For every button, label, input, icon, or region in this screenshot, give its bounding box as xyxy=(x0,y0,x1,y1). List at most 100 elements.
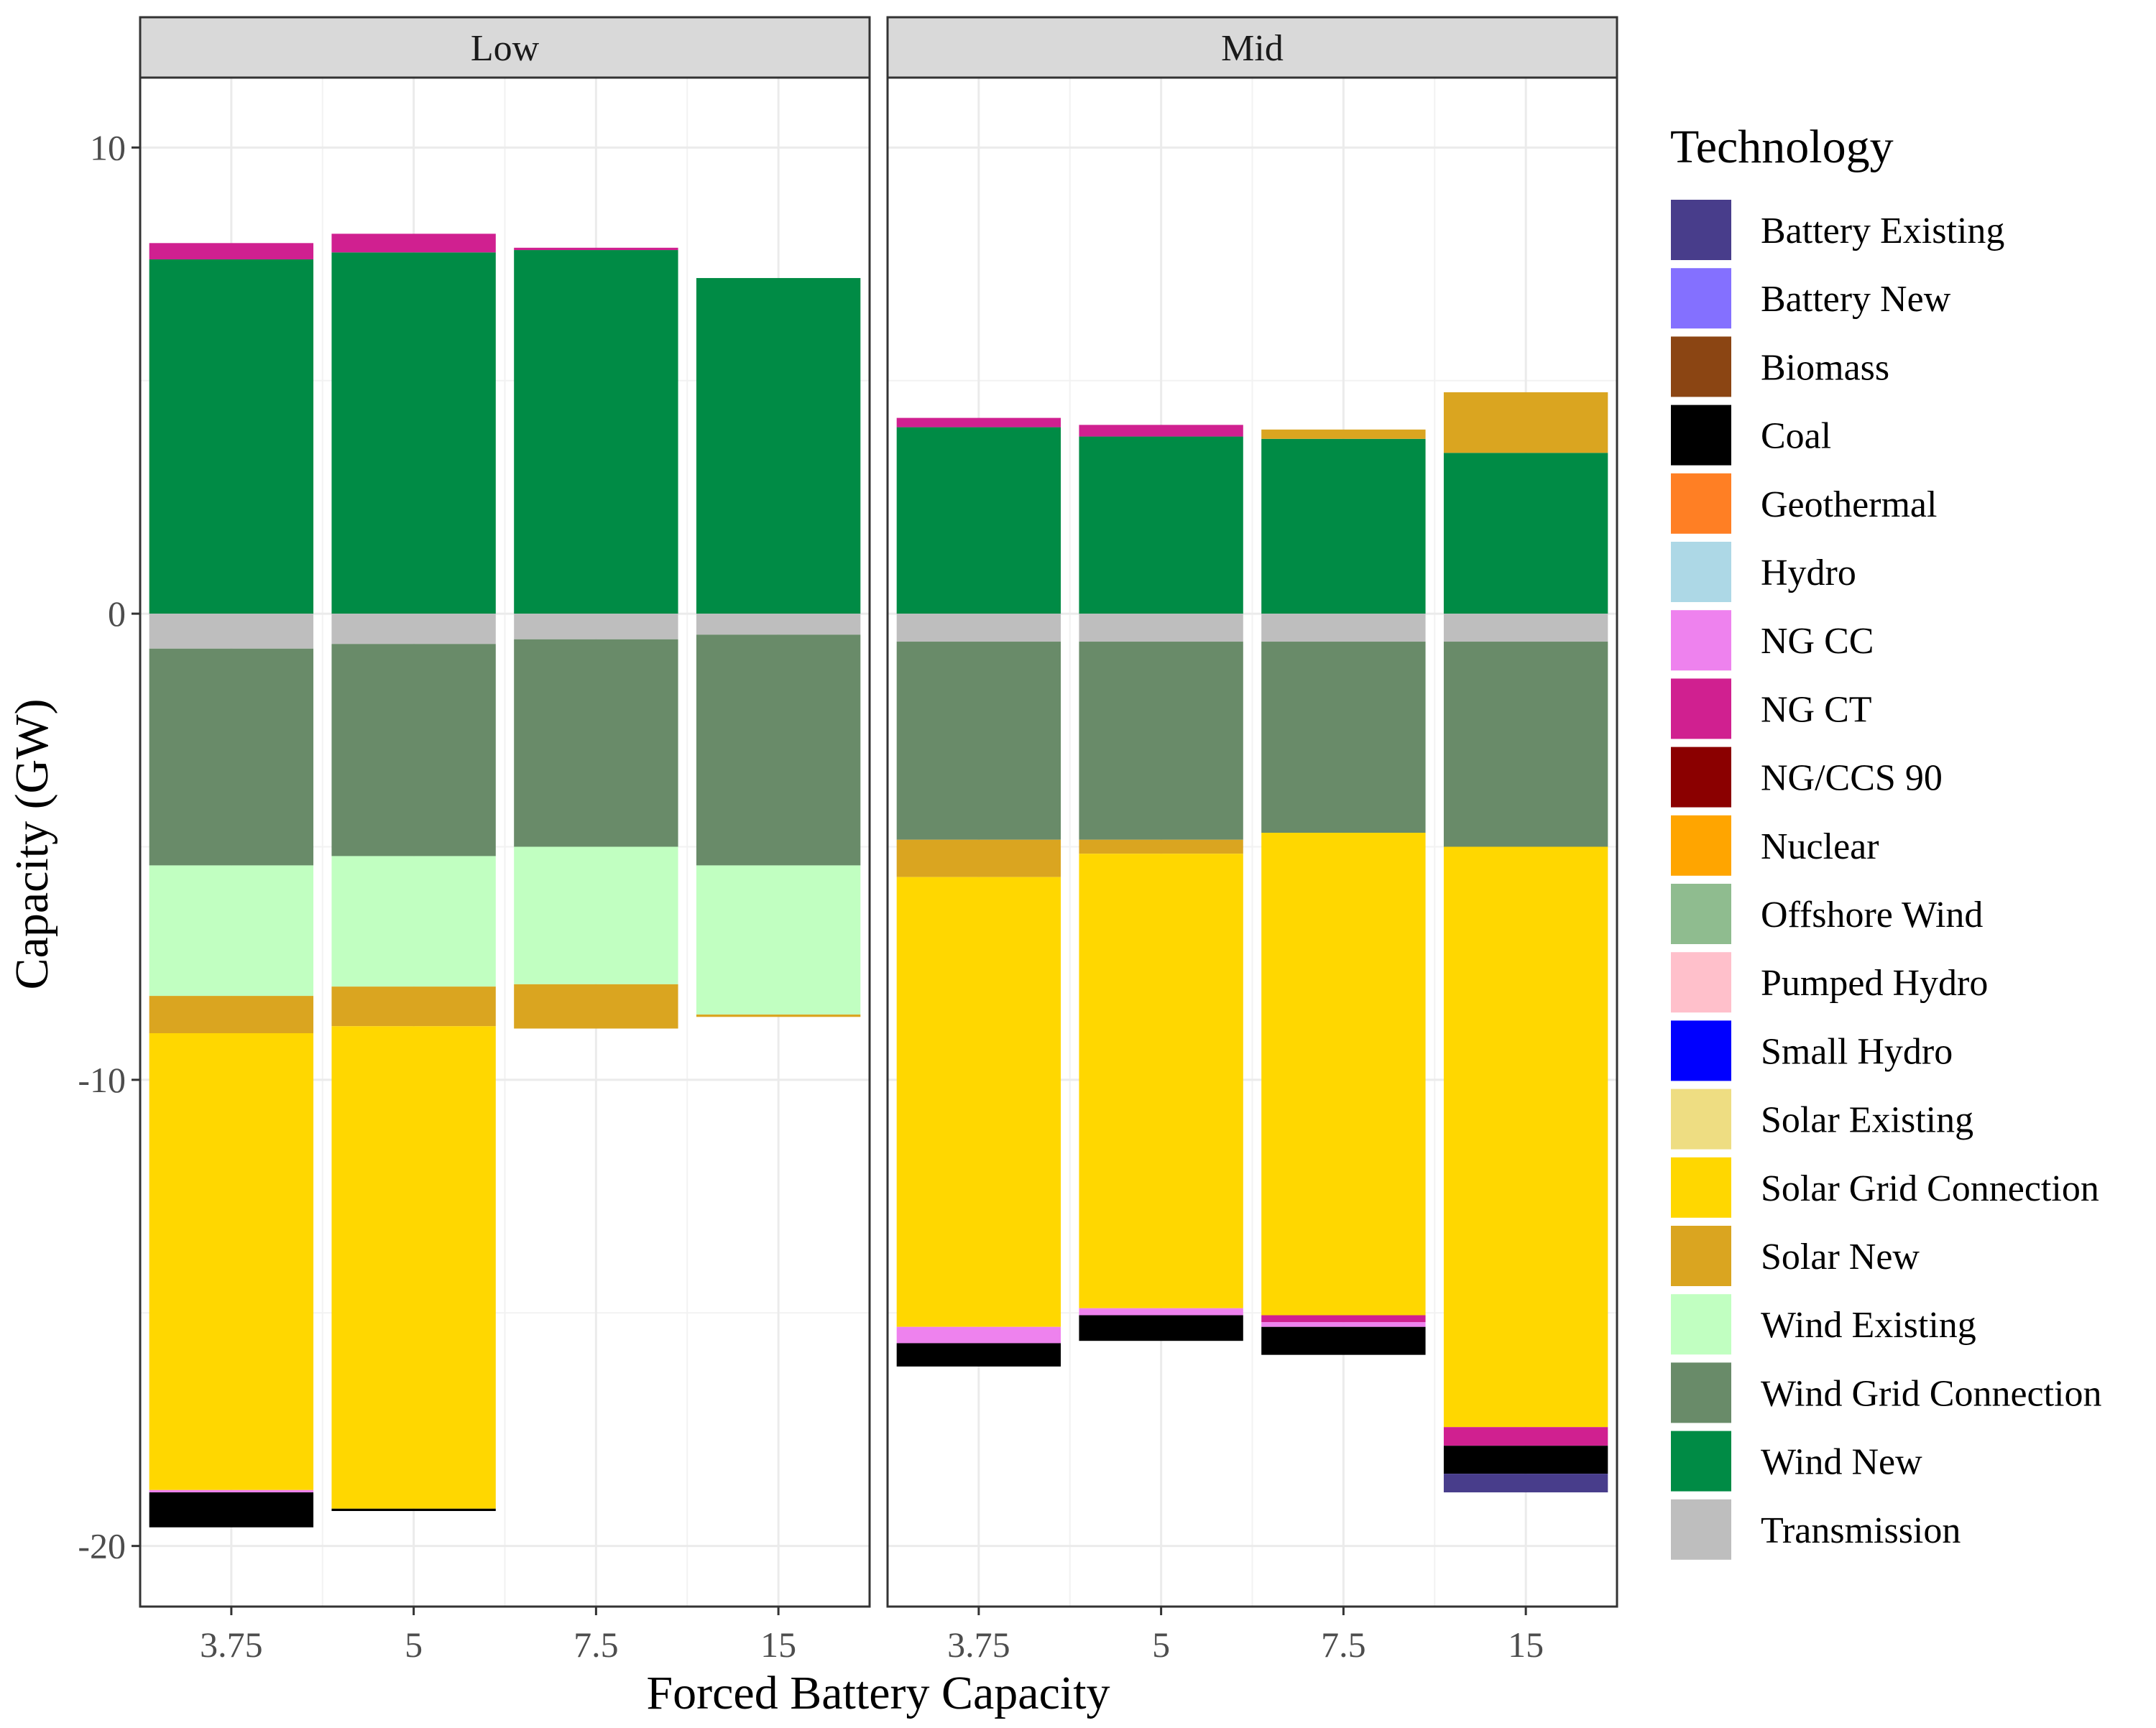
bar-segment-low-7-5-wind-grid-connection xyxy=(514,639,678,847)
bar-segment-mid-3-75-transmission xyxy=(896,614,1061,642)
bar-segment-low-5-coal xyxy=(331,1508,496,1511)
bar-segment-low-3-75-transmission xyxy=(149,614,314,649)
bar-segment-low-5-solar-grid-connection xyxy=(331,1026,496,1509)
legend-label-wind-existing: Wind Existing xyxy=(1761,1305,1976,1346)
legend-label-solar-existing: Solar Existing xyxy=(1761,1100,1973,1141)
legend-item-offshore-wind: Offshore Wind xyxy=(1669,882,1983,946)
bar-segment-low-3-75-wind-new xyxy=(149,259,314,614)
bar-segment-mid-5-solar-grid-connection xyxy=(1079,854,1243,1308)
x-tick-label-mid-15: 15 xyxy=(1508,1625,1544,1665)
legend-swatch-hydro xyxy=(1669,540,1733,604)
legend-swatch-solar-existing xyxy=(1669,1087,1733,1151)
legend-swatch-ng-ccs-90 xyxy=(1669,745,1733,809)
bar-segment-mid-15-ng-ct xyxy=(1443,1427,1608,1446)
legend-item-battery-existing: Battery Existing xyxy=(1669,198,2004,262)
panel-border xyxy=(886,76,1618,1608)
legend-item-wind-existing: Wind Existing xyxy=(1669,1293,1976,1357)
y-tick-label: 0 xyxy=(108,593,126,634)
bar-segment-low-3-75-ng-cc xyxy=(149,1489,314,1493)
x-tick-label-mid-7-5: 7.5 xyxy=(1321,1625,1366,1665)
bar-segment-low-7-5-wind-new xyxy=(514,250,678,614)
bar-segment-low-3-75-wind-existing xyxy=(149,865,314,997)
legend-swatch-wind-existing xyxy=(1669,1293,1733,1357)
legend-swatch-ng-cc xyxy=(1669,609,1733,673)
x-tick-label-low-3-75: 3.75 xyxy=(200,1625,263,1665)
x-tick-label-low-5: 5 xyxy=(405,1625,423,1665)
bar-segment-mid-7-5-ng-ct xyxy=(1261,1315,1426,1323)
legend-item-ng-ccs-90: NG/CCS 90 xyxy=(1669,745,1943,809)
bar-segment-mid-15-coal xyxy=(1443,1446,1608,1474)
legend-swatch-solar-grid-connection xyxy=(1669,1155,1733,1219)
bar-segment-mid-3-75-wind-new xyxy=(896,427,1061,614)
y-tick-label: -20 xyxy=(78,1526,126,1566)
legend-label-small-hydro: Small Hydro xyxy=(1761,1031,1953,1072)
bar-segment-low-5-transmission xyxy=(331,614,496,644)
panel-mid: Mid 3.75 5 7.5 15 xyxy=(886,16,1618,1665)
legend-swatch-offshore-wind xyxy=(1669,882,1733,946)
legend-label-hydro: Hydro xyxy=(1761,553,1856,593)
bar-segment-mid-5-transmission xyxy=(1079,614,1243,642)
legend-item-nuclear: Nuclear xyxy=(1669,813,1879,877)
bar-segment-mid-3-75-ng-cc xyxy=(896,1326,1061,1344)
legend-swatch-biomass xyxy=(1669,335,1733,399)
legend-items: Battery Existing Battery New Biomass Coal Ge… xyxy=(1669,198,2102,1561)
bar-segment-low-5-wind-existing xyxy=(331,856,496,987)
legend-label-solar-new: Solar New xyxy=(1761,1237,1920,1277)
y-axis-title: Capacity (GW) xyxy=(6,699,58,990)
bar-segment-mid-3-75-solar-new xyxy=(896,839,1061,877)
legend-label-pumped-hydro: Pumped Hydro xyxy=(1761,963,1988,1004)
legend-label-ng-ct: NG CT xyxy=(1761,689,1872,730)
bar-segment-low-15-wind-new xyxy=(696,277,861,614)
bar-segment-mid-5-coal xyxy=(1079,1315,1243,1341)
legend-label-ng-cc: NG CC xyxy=(1761,621,1874,662)
bar-segment-low-5-wind-new xyxy=(331,252,496,614)
bar-segment-low-15-solar-new xyxy=(696,1015,861,1017)
legend-label-geothermal: Geothermal xyxy=(1761,484,1937,525)
legend-item-ng-cc: NG CC xyxy=(1669,609,1874,673)
bar-segment-mid-5-ng-cc xyxy=(1079,1308,1243,1316)
bar-segment-mid-3-75-ng-ct xyxy=(896,417,1061,428)
legend-item-small-hydro: Small Hydro xyxy=(1669,1019,1953,1083)
legend-swatch-pumped-hydro xyxy=(1669,951,1733,1015)
legend-item-battery-new: Battery New xyxy=(1669,267,1951,331)
x-tick-label-low-15: 15 xyxy=(760,1625,796,1665)
bar-segment-low-7-5-wind-existing xyxy=(514,846,678,984)
bar-segment-mid-5-wind-grid-connection xyxy=(1079,642,1243,840)
bar-segment-low-15-transmission xyxy=(696,614,861,635)
bar-segment-mid-3-75-solar-grid-connection xyxy=(896,877,1061,1327)
legend-item-pumped-hydro: Pumped Hydro xyxy=(1669,951,1988,1015)
legend-label-battery-existing: Battery Existing xyxy=(1761,211,2004,251)
legend-item-geothermal: Geothermal xyxy=(1669,471,1937,535)
bar-segment-mid-5-wind-new xyxy=(1079,436,1243,614)
bar-segment-low-7-5-ng-ct xyxy=(514,247,678,251)
legend-label-solar-grid-connection: Solar Grid Connection xyxy=(1761,1168,2099,1209)
y-tick-label: -10 xyxy=(78,1060,126,1100)
bar-segment-mid-7-5-transmission xyxy=(1261,614,1426,642)
bar-segment-mid-3-75-coal xyxy=(896,1343,1061,1367)
bar-segment-mid-5-solar-new xyxy=(1079,839,1243,854)
legend-item-solar-new: Solar New xyxy=(1669,1224,1920,1288)
facet-label-low: Low xyxy=(471,28,540,69)
facet-label-mid: Mid xyxy=(1221,28,1284,69)
legend-swatch-wind-grid-connection xyxy=(1669,1361,1733,1425)
legend-swatch-coal xyxy=(1669,403,1733,467)
bar-segment-mid-15-solar-new xyxy=(1443,392,1608,453)
legend-label-nuclear: Nuclear xyxy=(1761,826,1879,867)
bar-segment-low-3-75-solar-new xyxy=(149,996,314,1033)
legend-item-coal: Coal xyxy=(1669,403,1831,467)
legend-label-wind-new: Wind New xyxy=(1761,1442,1922,1483)
bar-segment-low-15-wind-existing xyxy=(696,865,861,1015)
bar-segment-mid-7-5-solar-grid-connection xyxy=(1261,833,1426,1316)
x-tick-label-low-7-5: 7.5 xyxy=(573,1625,619,1665)
bar-segment-low-3-75-coal xyxy=(149,1492,314,1528)
legend-swatch-battery-new xyxy=(1669,267,1733,331)
bar-segment-low-5-ng-ct xyxy=(331,234,496,253)
y-axis: 10 0 -10 -20 xyxy=(78,127,140,1566)
bar-segment-mid-7-5-coal xyxy=(1261,1326,1426,1355)
bar-segment-mid-15-wind-grid-connection xyxy=(1443,642,1608,847)
panel-low: Low 3.75 5 7.5 15 xyxy=(139,16,871,1665)
bar-segment-mid-7-5-wind-grid-connection xyxy=(1261,642,1426,833)
panel-border xyxy=(139,76,871,1608)
y-tick-label: 10 xyxy=(90,127,126,167)
